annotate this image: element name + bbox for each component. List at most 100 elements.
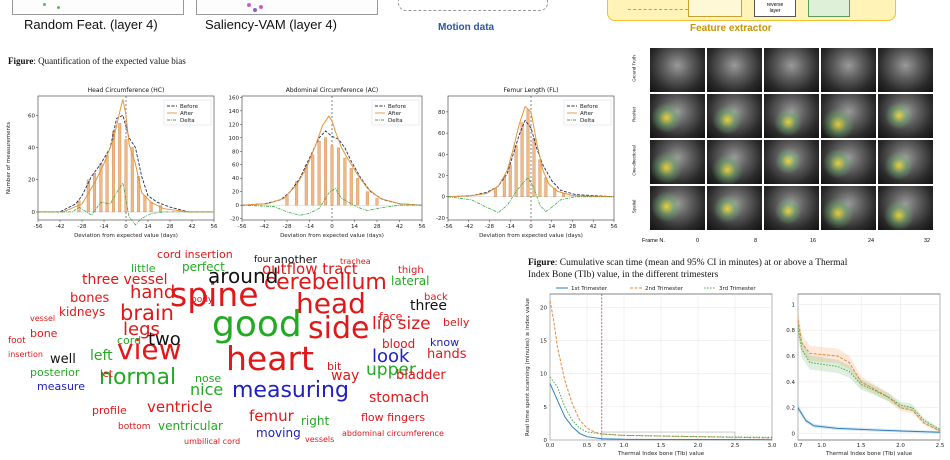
histogram-bar <box>130 147 134 213</box>
chart-cumulative-zoom: 0 0.2 0.4 0.6 0.8 1 0.7 1.0 1.5 2.0 2.5 Thermal Ind… <box>786 293 945 457</box>
word-cloud-term: ventricular <box>158 419 223 434</box>
ultrasound-frame <box>650 140 705 184</box>
word-cloud-term: outflow tract <box>262 260 358 278</box>
word-cloud-term: hands <box>427 346 467 362</box>
row-label: ResNet <box>631 107 637 123</box>
histogram-bar <box>324 137 328 206</box>
word-cloud-term: three vessel <box>82 271 168 288</box>
ultrasound-frame <box>821 94 876 138</box>
x-tick-label: 0 <box>529 224 533 230</box>
x-tick-label: 0 <box>124 224 128 230</box>
x-axis-label: Deviation from expected value (days) <box>74 233 178 239</box>
word-cloud-term: umbilical cord <box>184 436 241 446</box>
layer-label: layer <box>769 8 781 14</box>
y-tick-label: 20 <box>540 305 547 311</box>
x-tick-label: 56 <box>211 224 218 230</box>
feature-extractor-box: reverse layer <box>607 0 896 21</box>
histogram-bar <box>562 193 566 197</box>
x-tick-label: -42 <box>56 224 65 230</box>
word-cloud-term: brain <box>120 301 174 326</box>
confidence-band <box>798 317 940 432</box>
x-tick-label: -28 <box>485 224 494 230</box>
histogram-bar <box>502 177 506 197</box>
y-tick-label: 15 <box>540 338 547 344</box>
word-cloud-term: flow fingers <box>361 411 426 425</box>
series-line-trimester-3 <box>549 376 773 438</box>
word-cloud-term: belly <box>443 316 470 330</box>
x-tick-label: -14 <box>506 224 515 230</box>
x-tick-label: 1.5 <box>657 443 666 449</box>
y-tick-label: 0.4 <box>786 380 795 386</box>
x-tick-label: 28 <box>569 224 576 230</box>
histogram-bar <box>365 191 369 206</box>
y-tick-label: 20 <box>232 190 239 196</box>
word-cloud-term: head <box>296 286 366 320</box>
ultrasound-frame <box>650 94 705 138</box>
legend-label: After <box>580 111 594 117</box>
x-tick-label: 42 <box>590 224 597 230</box>
reverse-label: reverse <box>766 2 784 8</box>
word-cloud-term: face <box>379 310 403 324</box>
word-cloud-term: spine <box>170 274 259 314</box>
series-line-delta <box>38 181 214 226</box>
word-cloud-term: look <box>372 345 410 367</box>
word-cloud-term: around <box>208 264 279 288</box>
confidence-band <box>798 404 940 434</box>
y-tick-label: 0.6 <box>786 354 795 360</box>
series-line-after <box>38 99 214 213</box>
word-cloud-term: bone <box>30 327 58 341</box>
series-line-trimester-2 <box>549 300 773 439</box>
frame-number: 32 <box>924 238 931 244</box>
random-feat-label: Random Feat. (layer 4) <box>24 17 158 32</box>
ultrasound-frame <box>764 48 819 92</box>
x-tick-label: -28 <box>283 224 292 230</box>
row-label: Ground Truth <box>631 55 637 82</box>
ultrasound-frame <box>764 186 819 230</box>
histogram-bar <box>143 195 147 213</box>
y-tick-label: 0 <box>544 438 548 444</box>
word-cloud-term: left <box>90 347 113 364</box>
y-tick-label: 140 <box>229 109 240 115</box>
word-cloud-term: two <box>148 328 181 350</box>
legend-box <box>163 99 212 126</box>
series-line-after <box>241 115 423 206</box>
ultrasound-frame <box>878 48 933 92</box>
feature-dot-icon <box>247 3 251 7</box>
x-axis-label: Thermal Index bone (TIb) value <box>617 451 705 457</box>
chart-abdominal-circumference: Abdominal Circumference (AC) -20 0 20 40 60 80… <box>229 87 426 239</box>
word-cloud-term: insertion <box>8 349 43 359</box>
feature-dot-icon <box>259 5 263 9</box>
x-tick-label: -56 <box>238 224 247 230</box>
histogram-bar <box>77 200 81 213</box>
histogram-bar <box>538 159 542 197</box>
series-line-delta <box>241 187 422 216</box>
x-tick-label: -56 <box>34 224 43 230</box>
word-cloud-term: nice <box>190 380 224 400</box>
x-axis-label: Thermal Index bone (TIb) value <box>825 451 913 457</box>
row-label: One-directional <box>631 145 637 176</box>
word-cloud-term: lateral <box>391 274 430 289</box>
feature-dot-icon <box>43 3 46 6</box>
motion-data-label: Motion data <box>438 22 495 33</box>
histogram-bar <box>520 122 524 197</box>
legend-label: After <box>388 111 402 117</box>
word-cloud-term: view <box>117 332 182 366</box>
histogram-bar <box>149 202 153 213</box>
ultrasound-frame <box>878 140 933 184</box>
word-cloud-term: nose <box>195 372 222 386</box>
word-cloud-term: profile <box>92 404 127 418</box>
word-cloud: good spine heart side head view measuring norma… <box>0 250 520 460</box>
histogram-bar <box>375 198 379 206</box>
feature-dot-icon <box>57 6 60 9</box>
x-tick-label: 14 <box>548 224 555 230</box>
y-tick-label: 1 <box>792 302 796 308</box>
word-cloud-term: upper <box>366 360 416 381</box>
word-cloud-term: posterior <box>30 366 80 380</box>
x-tick-label: -42 <box>464 224 473 230</box>
ultrasound-frame <box>821 48 876 92</box>
word-cloud-term: another <box>274 253 318 267</box>
x-tick-label: 14 <box>351 224 358 230</box>
x-tick-label: 42 <box>396 224 403 230</box>
series-line-delta <box>447 176 614 214</box>
x-tick-label: 1.0 <box>817 443 826 449</box>
